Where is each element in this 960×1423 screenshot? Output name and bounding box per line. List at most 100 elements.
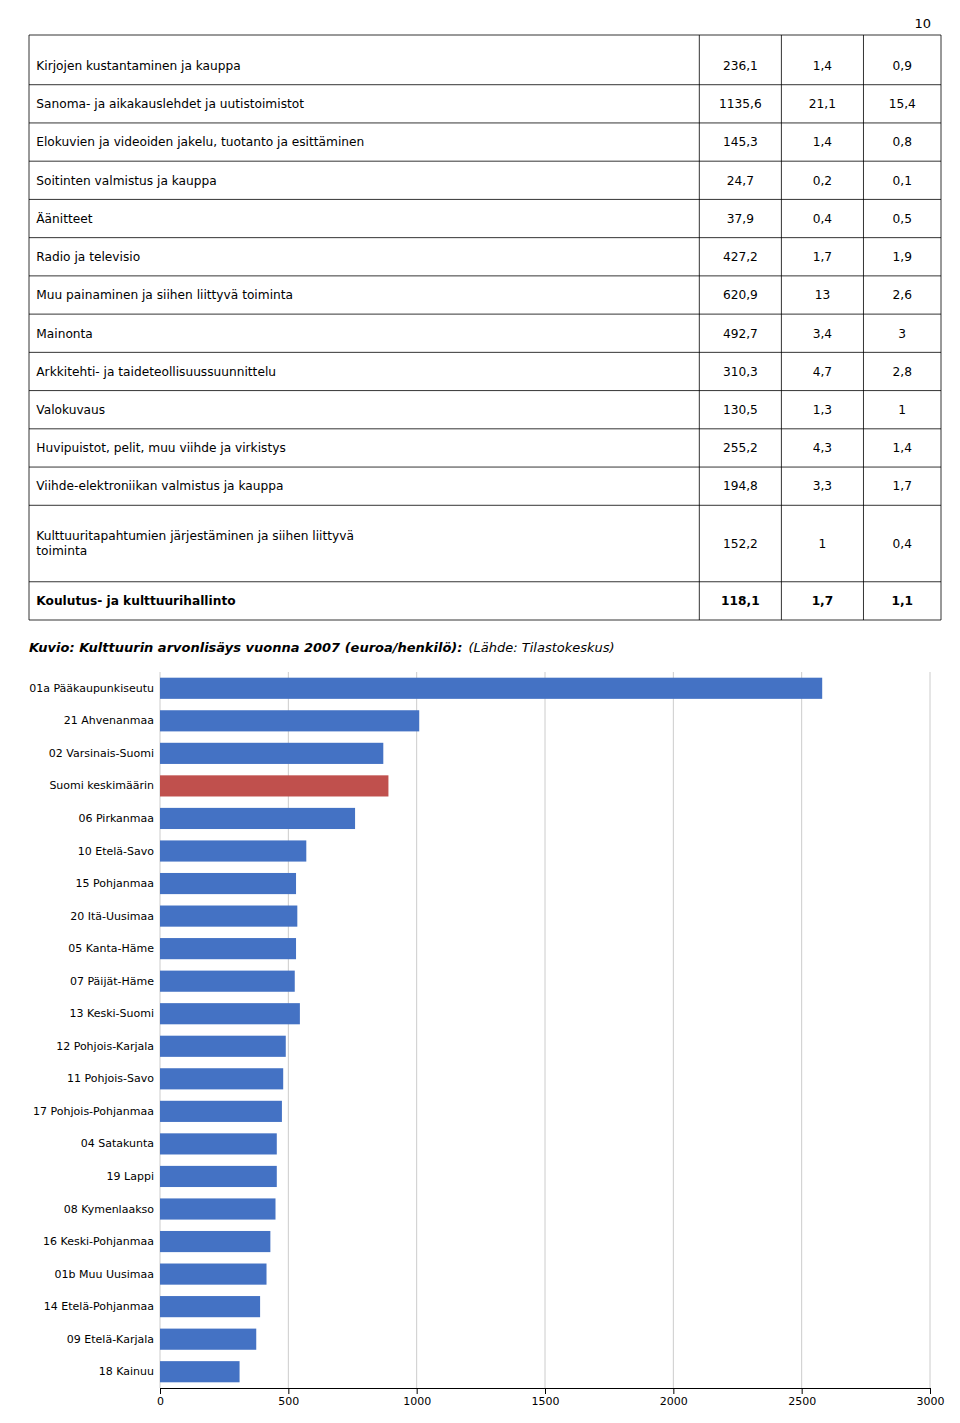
bar — [160, 775, 388, 796]
tick-label: 18 Kainuu — [99, 1365, 154, 1378]
table-cell: 4,7 — [813, 365, 832, 379]
table-cell: 118,1 — [721, 594, 760, 608]
table-row-label: Äänitteet — [36, 211, 92, 226]
table-cell: 24,7 — [727, 174, 754, 188]
tick-label: 01b Muu Uusimaa — [55, 1268, 154, 1281]
tick-label: 14 Etelä-Pohjanmaa — [44, 1300, 154, 1313]
table-cell: 15,4 — [889, 97, 916, 111]
table-cell: 0,2 — [813, 174, 832, 188]
grid-line — [673, 672, 674, 1388]
y-tick: 05 Kanta-Häme — [68, 942, 154, 955]
table-row-label: Huvipuistot, pelit, muu viihde ja virkis… — [36, 441, 285, 455]
grid-line — [930, 672, 931, 1388]
y-tick: 19 Lappi — [107, 1170, 154, 1183]
tick-mark — [673, 1388, 674, 1394]
chart-title: Kuvio: Kulttuurin arvonlisäys vuonna 200… — [29, 640, 615, 655]
y-tick: 09 Etelä-Karjala — [67, 1333, 154, 1346]
x-tick: 2500 — [788, 1388, 816, 1408]
table-rule — [29, 199, 941, 200]
table-rule — [29, 620, 941, 621]
table-rule — [29, 275, 941, 276]
y-tick: 15 Pohjanmaa — [76, 877, 154, 890]
table-row-label: Muu painaminen ja siihen liittyvä toimin… — [36, 288, 293, 302]
x-tick: 1500 — [532, 1388, 560, 1408]
table-column-rule — [781, 35, 782, 620]
table-column-rule — [699, 35, 700, 620]
tick-label: 3000 — [917, 1395, 945, 1408]
tick-mark — [802, 1388, 803, 1394]
table-cell: 236,1 — [723, 59, 758, 73]
table-cell: 145,3 — [723, 135, 758, 149]
bar — [160, 678, 822, 699]
bar — [160, 906, 297, 927]
chart: 0 500 1000 1500 2000 2500 3000 01a Pääkaupunkis… — [29, 672, 944, 1408]
bar — [160, 1133, 277, 1154]
table-cell: 4,3 — [813, 441, 832, 455]
y-tick: 12 Pohjois-Karjala — [56, 1040, 154, 1053]
table-row-label: Elokuvien ja videoiden jakelu, tuotanto … — [36, 135, 364, 149]
tick-label: 09 Etelä-Karjala — [67, 1333, 154, 1346]
tick-label: 0 — [157, 1395, 164, 1408]
bar — [160, 1036, 286, 1057]
tick-label: 21 Ahvenanmaa — [64, 714, 154, 727]
table-cell: 0,8 — [893, 135, 912, 149]
table-row-label: Radio ja televisio — [36, 250, 140, 264]
table-rule — [29, 161, 941, 162]
bar — [160, 971, 295, 992]
table-row-label: Kirjojen kustantaminen ja kauppa — [36, 59, 240, 73]
table-cell: 1135,6 — [719, 97, 762, 111]
tick-label: 20 Itä-Uusimaa — [70, 910, 154, 923]
table-cell: 1,3 — [813, 403, 832, 417]
table-rule — [29, 314, 941, 315]
y-tick: 16 Keski-Pohjanmaa — [43, 1235, 154, 1248]
y-tick: 13 Keski-Suomi — [69, 1007, 154, 1020]
tick-label: 1000 — [403, 1395, 431, 1408]
y-tick: 04 Satakunta — [81, 1137, 154, 1150]
tick-label: 500 — [278, 1395, 299, 1408]
bars — [160, 678, 822, 1383]
tick-label: 08 Kymenlaakso — [64, 1203, 155, 1216]
x-axis: 0 500 1000 1500 2000 2500 3000 — [157, 1388, 945, 1408]
x-tick: 2000 — [660, 1388, 688, 1408]
y-tick: 01b Muu Uusimaa — [55, 1268, 154, 1281]
bar — [160, 1198, 276, 1219]
tick-label: 2500 — [788, 1395, 816, 1408]
tick-label: 06 Pirkanmaa — [78, 812, 154, 825]
tick-label: 1500 — [532, 1395, 560, 1408]
tick-label: 07 Päijät-Häme — [70, 975, 154, 988]
table-cell: 194,8 — [723, 479, 758, 493]
table-cell: 3 — [898, 327, 906, 341]
grid — [160, 672, 930, 1388]
tick-label: 01a Pääkaupunkiseutu — [29, 682, 154, 695]
table-cell: 1,7 — [812, 594, 834, 608]
table: Kirjojen kustantaminen ja kauppa236,11,4… — [29, 35, 941, 620]
grid-line — [416, 672, 417, 1388]
table-cell: 2,8 — [893, 365, 912, 379]
tick-label: 12 Pohjois-Karjala — [56, 1040, 154, 1053]
table-rule — [29, 237, 941, 238]
y-tick: 01a Pääkaupunkiseutu — [29, 682, 154, 695]
bar — [160, 1296, 260, 1317]
table-row-label: Koulutus- ja kulttuurihallinto — [36, 594, 235, 608]
y-tick: 02 Varsinais-Suomi — [49, 747, 154, 760]
y-tick: 20 Itä-Uusimaa — [70, 910, 154, 923]
chart-subtitle: (Lähde: Tilastokeskus) — [468, 640, 614, 655]
tick-mark — [288, 1388, 289, 1394]
y-tick: 21 Ahvenanmaa — [64, 714, 154, 727]
y-axis: 01a Pääkaupunkiseutu 21 Ahvenanmaa 02 Vars… — [29, 682, 154, 1378]
table-cell: 620,9 — [723, 288, 758, 302]
table-row-label: Soitinten valmistus ja kauppa — [36, 174, 216, 188]
x-tick: 500 — [278, 1388, 299, 1408]
tick-label: 15 Pohjanmaa — [76, 877, 154, 890]
table-column-rule — [29, 35, 30, 620]
bar — [160, 1361, 240, 1382]
table-row-label: Valokuvaus — [36, 403, 105, 417]
bar — [160, 1166, 277, 1187]
table-row-label: Mainonta — [36, 327, 93, 341]
bar — [160, 938, 296, 959]
table-rule — [29, 122, 941, 123]
tick-label: 11 Pohjois-Savo — [67, 1072, 154, 1085]
y-tick: 17 Pohjois-Pohjanmaa — [33, 1105, 154, 1118]
tick-label: 16 Keski-Pohjanmaa — [43, 1235, 154, 1248]
table-cell: 152,2 — [723, 537, 758, 551]
